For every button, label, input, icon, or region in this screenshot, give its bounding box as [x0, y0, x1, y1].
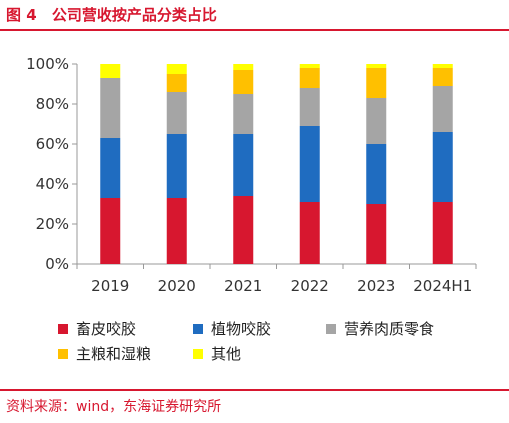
bar-segment: [166, 74, 187, 92]
legend-label: 植物咬胶: [211, 320, 272, 338]
legend-label: 营养肉质零食: [344, 320, 435, 338]
source-divider: [0, 389, 509, 391]
source-note: 资料来源：wind，东海证券研究所: [6, 399, 222, 415]
bar-segment: [299, 64, 320, 68]
x-tick-label: 2023: [357, 277, 395, 295]
stacked-bar-chart: 0% 20% 40% 60% 80% 100% 2019 2020 2021 2022 2023 20…: [26, 55, 477, 295]
x-tick-label: 2021: [224, 277, 262, 295]
y-tick-label: 80%: [36, 95, 69, 113]
bar-segment: [233, 70, 254, 94]
legend-swatch: [193, 348, 203, 359]
title-divider: [0, 29, 509, 31]
bar-segment: [299, 202, 320, 264]
figure-title-text: 公司营收按产品分类占比: [51, 6, 217, 24]
bar-segment: [166, 64, 187, 74]
legend-item: 植物咬胶: [193, 319, 271, 339]
legend-swatch: [326, 323, 336, 334]
legend-item: 主粮和湿粮: [58, 344, 151, 364]
legend-item: 营养肉质零食: [326, 319, 434, 339]
bar-segment: [100, 198, 121, 264]
bar-segment: [233, 196, 254, 264]
legend-swatch: [193, 323, 203, 334]
y-tick-label: 0%: [45, 255, 69, 273]
bar-segment: [166, 92, 187, 134]
x-tick-label: 2020: [158, 277, 196, 295]
bar-segment: [366, 144, 387, 204]
legend-label: 主粮和湿粮: [76, 345, 152, 363]
bar-segment: [233, 64, 254, 70]
x-tick-label: 2022: [291, 277, 329, 295]
bar-segment: [432, 64, 453, 68]
bar-segment: [100, 138, 121, 198]
bar-segment: [432, 132, 453, 202]
bar-segment: [366, 98, 387, 144]
figure-number: 图 4: [6, 6, 37, 24]
bar-segment: [299, 68, 320, 88]
bar-segment: [299, 126, 320, 202]
bar-segment: [432, 68, 453, 86]
y-tick-label: 100%: [26, 55, 69, 73]
legend-item: 畜皮咬胶: [58, 319, 136, 339]
bar-segment: [432, 86, 453, 132]
legend-swatch: [58, 323, 68, 334]
bar-segment: [166, 134, 187, 198]
bar-segment: [100, 78, 121, 138]
legend-label: 其他: [211, 345, 242, 363]
legend-item: 其他: [193, 344, 241, 364]
bar-segment: [366, 64, 387, 68]
bar-segment: [366, 204, 387, 264]
y-tick-label: 40%: [36, 175, 69, 193]
y-tick-label: 60%: [36, 135, 69, 153]
bar-segment: [366, 68, 387, 98]
bar-segment: [432, 202, 453, 264]
bar-segment: [100, 64, 121, 78]
bar-segment: [299, 88, 320, 126]
y-tick-label: 20%: [36, 215, 69, 233]
legend-swatch: [58, 348, 68, 359]
legend-label: 畜皮咬胶: [76, 320, 137, 338]
bar-segment: [233, 134, 254, 196]
bar-segment: [233, 94, 254, 134]
figure-title: 图 4 公司营收按产品分类占比: [6, 4, 217, 26]
x-tick-label: 2024H1: [413, 277, 472, 295]
x-tick-label: 2019: [91, 277, 129, 295]
bar-segment: [166, 198, 187, 264]
